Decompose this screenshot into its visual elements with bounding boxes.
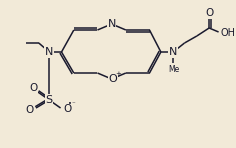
Text: OH: OH (220, 28, 236, 38)
Text: S: S (46, 95, 53, 105)
Text: N: N (169, 47, 177, 57)
Text: O: O (63, 104, 71, 114)
Text: O: O (25, 105, 34, 115)
Text: O: O (29, 83, 37, 93)
Text: O: O (205, 8, 213, 18)
Text: +: + (115, 71, 121, 77)
Text: •⁻: •⁻ (68, 101, 76, 107)
Text: O: O (108, 74, 117, 84)
Text: N: N (45, 47, 53, 57)
Text: Me: Me (169, 65, 180, 74)
Text: N: N (107, 19, 116, 29)
